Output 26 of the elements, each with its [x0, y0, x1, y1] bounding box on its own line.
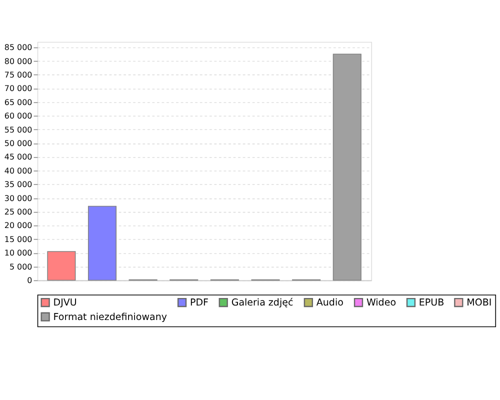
y-tick-label: 40 000: [4, 166, 32, 176]
legend-label: MOBI: [466, 298, 492, 309]
y-tick-label: 65 000: [4, 98, 32, 107]
y-tick-label: 55 000: [4, 125, 32, 134]
y-tick-label: 5 000: [9, 262, 32, 272]
legend-label: EPUB: [418, 298, 444, 309]
legend-label: Wideo: [366, 298, 396, 309]
y-tick-label: 0: [27, 276, 32, 286]
y-tick-label: 25 000: [4, 208, 32, 217]
y-tick-label: 35 000: [4, 180, 32, 190]
y-tick-label: 85 000: [4, 43, 32, 52]
legend-label: PDF: [190, 298, 209, 309]
y-tick-label: 50 000: [4, 139, 32, 148]
legend-label: DJVU: [53, 298, 77, 309]
y-tick-label: 80 000: [4, 56, 32, 66]
y-tick-label: 45 000: [4, 152, 32, 162]
legend-label: Audio: [316, 298, 344, 309]
y-tick-label: 10 000: [4, 248, 32, 258]
legend-label: Galeria zdjęć: [231, 298, 294, 309]
y-tick-label: 75 000: [4, 70, 32, 80]
y-tick-label: 15 000: [4, 234, 32, 244]
legend-label: Format niezdefiniowany: [53, 312, 168, 324]
y-tick-label: 30 000: [4, 194, 32, 203]
y-tick-label: 20 000: [4, 221, 32, 230]
y-tick-label: 70 000: [4, 84, 32, 94]
y-tick-label: 60 000: [4, 112, 32, 121]
